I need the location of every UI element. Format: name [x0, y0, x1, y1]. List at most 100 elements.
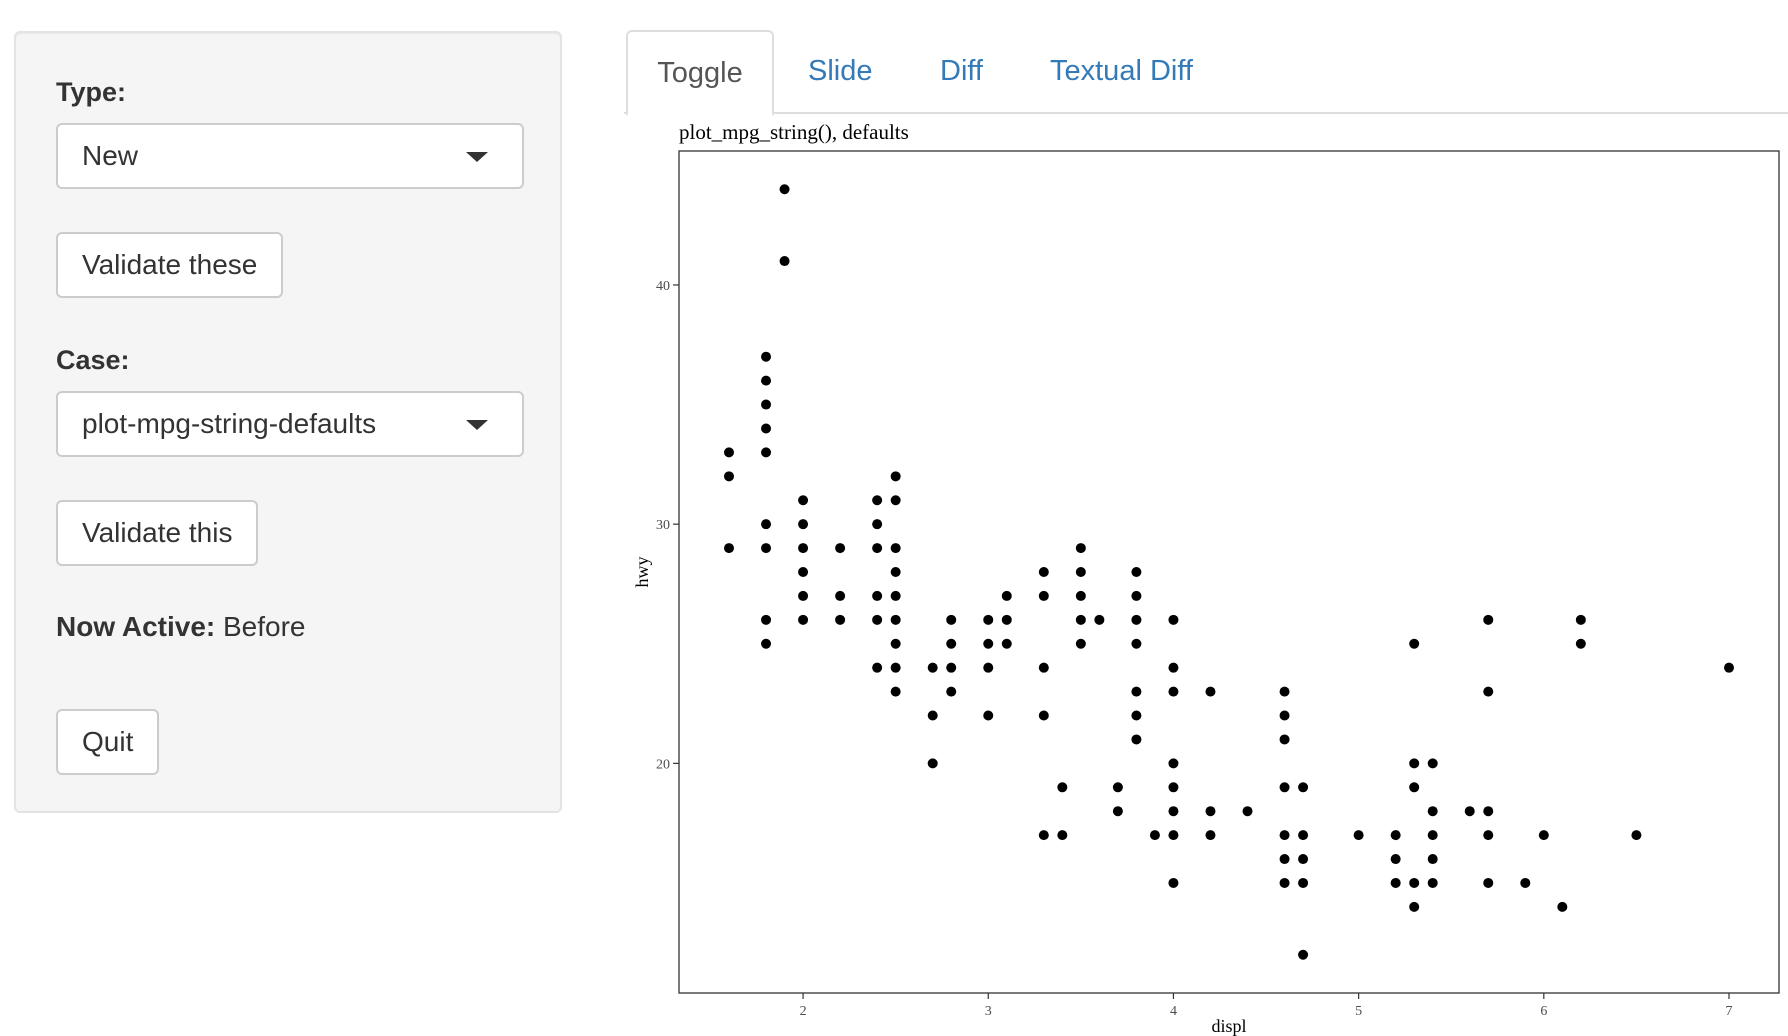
- plot-title: plot_mpg_string(), defaults: [679, 120, 909, 144]
- data-point: [779, 256, 790, 267]
- x-axis-label: displ: [1211, 1016, 1246, 1036]
- tab-toggle[interactable]: Toggle: [626, 30, 774, 116]
- data-point: [761, 399, 772, 410]
- data-point: [872, 519, 883, 530]
- data-point: [1409, 901, 1420, 912]
- data-point: [1724, 662, 1734, 673]
- data-point: [1168, 614, 1179, 625]
- data-point: [1168, 877, 1179, 888]
- validate-these-button[interactable]: Validate these: [56, 232, 284, 298]
- data-point: [872, 543, 883, 554]
- data-point: [1483, 830, 1494, 841]
- data-point: [927, 662, 938, 673]
- data-point: [1390, 854, 1401, 865]
- data-point: [890, 662, 901, 673]
- data-point: [1427, 806, 1438, 817]
- data-point: [1075, 543, 1086, 554]
- data-point: [1298, 782, 1309, 793]
- data-point: [1168, 806, 1179, 817]
- chevron-down-icon: [466, 420, 488, 430]
- tab-slide[interactable]: Slide: [808, 55, 873, 87]
- data-point: [1075, 638, 1086, 649]
- data-point: [835, 590, 846, 601]
- type-select-value: New: [82, 140, 139, 171]
- data-point: [1131, 734, 1142, 745]
- data-point: [1205, 686, 1216, 697]
- data-point: [798, 495, 809, 506]
- data-point: [1483, 686, 1494, 697]
- y-axis-label: hwy: [632, 557, 652, 588]
- data-point: [1557, 901, 1568, 912]
- quit-button[interactable]: Quit: [56, 709, 160, 775]
- data-point: [1390, 877, 1401, 888]
- case-select[interactable]: plot-mpg-string-defaults: [56, 391, 524, 457]
- data-point: [1483, 877, 1494, 888]
- data-point: [761, 543, 772, 554]
- data-point: [1038, 567, 1049, 577]
- now-active-status: Now Active: Before: [56, 611, 306, 643]
- x-tick-label: 7: [1726, 1004, 1733, 1019]
- data-point: [1075, 590, 1086, 601]
- now-active-value: Before: [223, 611, 306, 642]
- data-point: [1131, 638, 1142, 649]
- data-point: [761, 375, 772, 386]
- data-point: [1038, 830, 1049, 841]
- data-point: [1575, 638, 1586, 649]
- data-point: [1279, 734, 1290, 745]
- type-label: Type:: [56, 77, 127, 107]
- data-point: [890, 495, 901, 506]
- data-point: [1409, 758, 1420, 769]
- data-point: [761, 519, 772, 530]
- data-point: [1075, 614, 1086, 625]
- data-point: [1279, 877, 1290, 888]
- data-point: [1390, 830, 1401, 841]
- data-point: [890, 471, 901, 482]
- data-point: [1427, 758, 1438, 769]
- type-select[interactable]: New: [56, 123, 524, 189]
- data-point: [1094, 614, 1105, 625]
- data-point: [1075, 567, 1086, 577]
- data-point: [1483, 806, 1494, 817]
- data-point: [1298, 877, 1309, 888]
- data-point: [1131, 710, 1142, 721]
- tab-diff[interactable]: Diff: [940, 55, 983, 87]
- data-point: [1131, 686, 1142, 697]
- data-point: [1038, 590, 1049, 601]
- data-point: [983, 638, 994, 649]
- data-point: [1131, 614, 1142, 625]
- data-point: [1131, 567, 1142, 577]
- scatter-plot: plot_mpg_string(), defaults 2 3 4 5 6 7 20 30 40…: [632, 120, 1780, 1036]
- data-point: [798, 543, 809, 554]
- data-point: [779, 184, 790, 195]
- data-point: [1298, 830, 1309, 841]
- data-point: [1112, 806, 1123, 817]
- data-point: [946, 638, 957, 649]
- data-point: [983, 614, 994, 625]
- data-point: [1131, 590, 1142, 601]
- data-point: [1279, 830, 1290, 841]
- tab-textual-diff[interactable]: Textual Diff: [1050, 55, 1193, 87]
- data-point: [1001, 638, 1012, 649]
- data-point: [1001, 590, 1012, 601]
- y-tick-label: 40: [656, 279, 670, 294]
- plot-panel: [678, 150, 1780, 994]
- validate-this-button[interactable]: Validate this: [56, 500, 259, 566]
- data-point: [1279, 854, 1290, 865]
- data-point: [872, 662, 883, 673]
- data-point: [1631, 830, 1642, 841]
- data-point: [724, 447, 734, 458]
- data-point: [927, 710, 938, 721]
- data-point: [761, 447, 772, 458]
- case-select-value: plot-mpg-string-defaults: [82, 408, 377, 439]
- data-point: [1168, 758, 1179, 769]
- data-point: [890, 614, 901, 625]
- data-point: [890, 567, 901, 577]
- data-point: [1464, 806, 1475, 817]
- sidebar-panel: Type: New Validate these Case: plot-mpg-…: [14, 31, 562, 813]
- chevron-down-icon: [466, 152, 488, 162]
- data-point: [1205, 806, 1216, 817]
- data-point: [872, 495, 883, 506]
- data-point: [1575, 614, 1586, 625]
- data-point: [890, 590, 901, 601]
- data-point: [1001, 614, 1012, 625]
